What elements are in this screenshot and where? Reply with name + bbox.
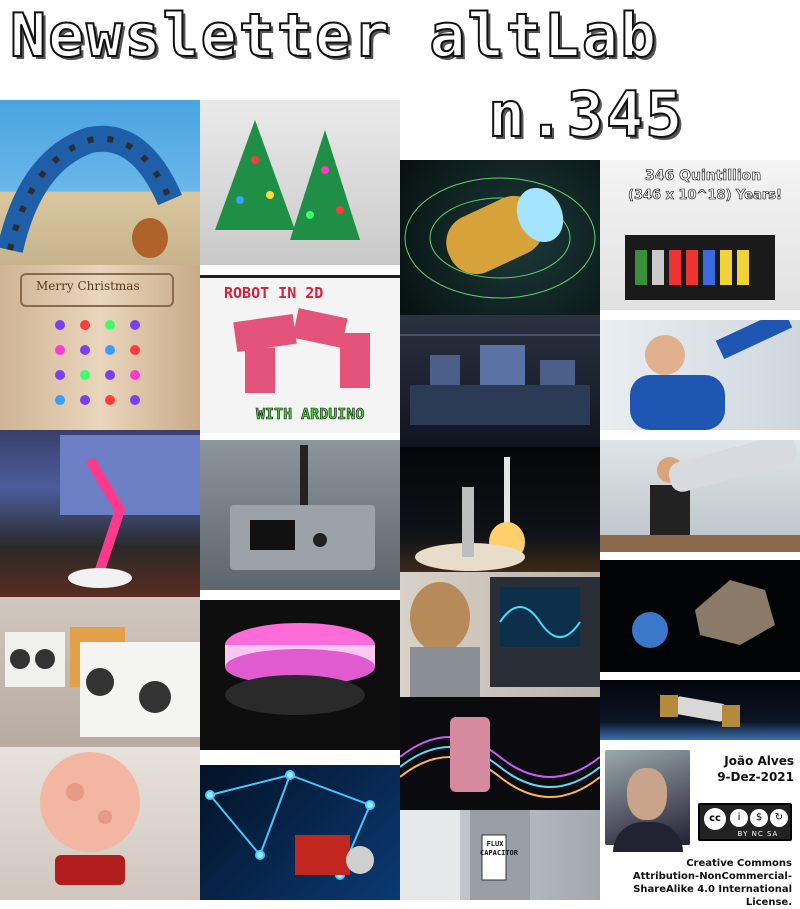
badge-illustration bbox=[400, 810, 530, 900]
cc-icon: cc bbox=[704, 808, 726, 830]
glowing-disc-lamp-image[interactable] bbox=[200, 600, 400, 750]
quintillion-caption-line2: (346 x 10^18) Years! bbox=[628, 188, 783, 204]
network-illustration bbox=[205, 770, 375, 880]
rocket-launch-image[interactable] bbox=[400, 447, 600, 572]
rocket-illustration bbox=[415, 457, 525, 571]
network-pcb-image[interactable] bbox=[200, 765, 400, 900]
moon-lamp-image[interactable] bbox=[0, 747, 200, 900]
robot-snake-image[interactable] bbox=[0, 100, 200, 265]
neon-desk-lamp-image[interactable] bbox=[0, 430, 200, 597]
license-line-1: Creative Commons bbox=[686, 858, 792, 869]
asteroid-earth-image[interactable] bbox=[600, 560, 800, 672]
robot-arm-illustration bbox=[233, 308, 370, 393]
christmas-tree-illustration bbox=[215, 120, 360, 240]
merry-christmas-advent-calendar-image[interactable]: Merry Christmas bbox=[0, 265, 200, 430]
newsletter-title: Newsletter altLab bbox=[9, 1, 659, 71]
flux-capacitor-badge-image[interactable]: FLUX CAPACITOR bbox=[400, 810, 600, 900]
magnetic-cylinder-image[interactable] bbox=[400, 160, 600, 315]
robot-snake-illustration bbox=[0, 125, 182, 258]
license-line-4: License. bbox=[745, 897, 792, 908]
license-text[interactable]: Creative Commons Attribution-NonCommerci… bbox=[600, 857, 792, 909]
neon-lamp-illustration bbox=[60, 435, 200, 588]
laboratory-optics-table-image[interactable] bbox=[400, 315, 600, 447]
led-grid bbox=[55, 320, 140, 405]
gun-prop-illustration bbox=[600, 440, 800, 552]
with-arduino-caption: WITH ARDUINO bbox=[256, 405, 365, 424]
oscilloscope-illustration bbox=[410, 577, 600, 697]
disc-lamp-illustration bbox=[225, 623, 375, 715]
author-photo bbox=[605, 750, 690, 852]
by-icon: i bbox=[730, 809, 748, 827]
quintillion-caption-line1: 346 Quintillion bbox=[645, 168, 762, 185]
author-block: João Alves 9-Dez-2021 cc i $ ↻ BY NC SA … bbox=[600, 740, 800, 908]
quantum-chip-waves-image[interactable] bbox=[400, 697, 600, 810]
scientist-whiteboard-image[interactable] bbox=[600, 320, 800, 430]
asteroid-illustration bbox=[632, 580, 775, 648]
hubble-telescope-image[interactable] bbox=[600, 680, 800, 740]
nc-icon: $ bbox=[750, 809, 768, 827]
license-line-2: Attribution-NonCommercial- bbox=[632, 871, 792, 882]
sa-icon: ↻ bbox=[770, 809, 788, 827]
license-line-3: ShareAlike 4.0 International bbox=[633, 884, 792, 895]
speakers-illustration bbox=[5, 627, 200, 737]
speaker-boxes-image[interactable] bbox=[0, 597, 200, 747]
advent-calendar-caption: Merry Christmas bbox=[36, 279, 140, 293]
giant-gun-prop-image[interactable] bbox=[600, 440, 800, 552]
waves-illustration bbox=[400, 717, 600, 798]
quintillion-years-machine-image[interactable]: 346 Quintillion (346 x 10^18) Years! bbox=[600, 160, 800, 310]
esp-device-enclosure-image[interactable] bbox=[200, 440, 400, 590]
robot-in-2d-caption: ROBOT IN 2D bbox=[224, 284, 324, 302]
gear-machine-illustration bbox=[625, 235, 775, 300]
publication-date: 9-Dez-2021 bbox=[717, 770, 794, 784]
robot-in-2d-image[interactable]: ROBOT IN 2D WITH ARDUINO bbox=[200, 275, 400, 433]
badge-labels: BY NC SA bbox=[737, 830, 779, 838]
cc-license-badge[interactable]: cc i $ ↻ BY NC SA bbox=[698, 803, 792, 841]
cylinder-illustration bbox=[404, 177, 596, 299]
author-name: João Alves bbox=[724, 754, 794, 768]
enclosure-illustration bbox=[230, 445, 375, 570]
oscilloscope-image[interactable] bbox=[400, 572, 600, 697]
scientist-illustration bbox=[630, 320, 793, 430]
optics-table-illustration bbox=[400, 334, 600, 425]
flux-capacitor-caption: FLUX CAPACITOR bbox=[480, 840, 518, 857]
issue-number: n.345 bbox=[487, 78, 685, 151]
hubble-illustration bbox=[660, 695, 740, 727]
moon-lamp-illustration bbox=[40, 752, 140, 885]
christmas-tree-pcb-image[interactable] bbox=[200, 100, 400, 265]
